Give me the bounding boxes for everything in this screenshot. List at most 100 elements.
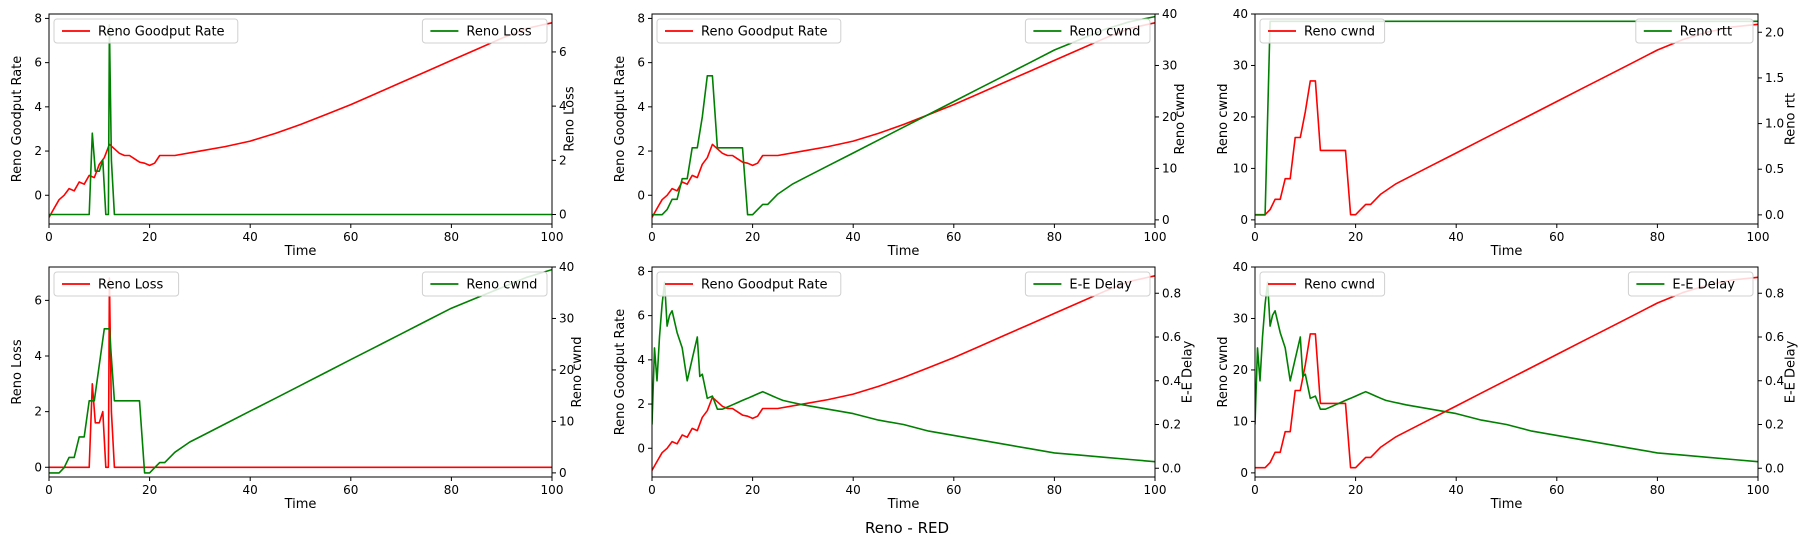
x-tick-label: 100 — [1144, 230, 1167, 244]
x-tick-label: 40 — [1449, 483, 1464, 497]
left-y-tick-label: 2 — [34, 405, 42, 419]
left-y-tick-label: 6 — [637, 309, 645, 323]
x-tick-label: 40 — [846, 483, 861, 497]
left-y-tick-label: 8 — [34, 11, 42, 25]
left-y-tick-label: 6 — [34, 56, 42, 70]
series-line-right — [49, 268, 552, 474]
right-y-tick-label: 4 — [559, 99, 567, 113]
x-tick-label: 60 — [946, 483, 961, 497]
left-y-tick-label: 2 — [637, 144, 645, 158]
x-tick-label: 100 — [541, 230, 564, 244]
x-tick-label: 0 — [1251, 230, 1259, 244]
right-y-tick-label: 2 — [559, 153, 567, 167]
legend-label: Reno cwnd — [1069, 25, 1140, 40]
legend-label: E-E Delay — [1672, 278, 1735, 293]
axes-frame — [48, 266, 553, 478]
left-y-tick-label: 0 — [1240, 213, 1248, 227]
left-y-tick-label: 30 — [1233, 58, 1248, 72]
legend-box — [1635, 18, 1754, 44]
legend-left: Reno cwnd — [1259, 18, 1386, 44]
legend-label: Reno Goodput Rate — [98, 25, 225, 40]
legend-label: Reno Goodput Rate — [701, 278, 828, 293]
x-axis-label: Time — [1490, 497, 1523, 512]
x-tick-label: 100 — [1144, 483, 1167, 497]
left-y-tick-label: 0 — [34, 460, 42, 474]
axes-frame — [1254, 13, 1759, 225]
left-y-tick-label: 0 — [1240, 466, 1248, 480]
legend-label: Reno Goodput Rate — [701, 25, 828, 40]
legend-label: Reno cwnd — [466, 278, 537, 293]
legend-right: Reno cwnd — [1024, 18, 1151, 44]
subplot-3: 0 20 40 60 80 100 Time 0 10 20 30 40 Reno cwnd 0.0 0.5… — [1216, 7, 1799, 259]
right-y-tick-label: 0.0 — [1765, 208, 1784, 222]
legend-box — [1259, 271, 1386, 297]
series-line-left — [49, 277, 552, 469]
right-y-axis-label: E-E Delay — [1784, 340, 1799, 403]
subplot-1: 0 20 40 60 80 100 Time 0 2 4 6 8 Reno Goodput Rate 0 2… — [10, 11, 578, 259]
left-y-tick-label: 0 — [637, 188, 645, 202]
right-y-tick-label: 0.8 — [1765, 286, 1784, 300]
left-y-tick-label: 4 — [34, 349, 42, 363]
right-y-tick-label: 20 — [559, 363, 574, 377]
left-y-tick-label: 0 — [637, 441, 645, 455]
x-tick-label: 0 — [45, 230, 53, 244]
x-axis-label: Time — [284, 497, 317, 512]
x-tick-label: 40 — [846, 230, 861, 244]
right-y-tick-label: 0.4 — [1765, 374, 1784, 388]
subplot-4: 0 20 40 60 80 100 Time 0 2 4 6 Reno Loss 0 10 20 30 40 Re… — [10, 260, 585, 512]
left-y-axis-label: Reno cwnd — [1216, 83, 1231, 154]
left-y-tick-label: 0 — [34, 188, 42, 202]
x-tick-label: 80 — [1047, 230, 1062, 244]
x-axis-label: Time — [887, 497, 920, 512]
series-line-left — [1255, 276, 1758, 469]
left-y-axis-label: Reno Goodput Rate — [10, 56, 25, 183]
left-y-tick-label: 40 — [1233, 7, 1248, 21]
x-tick-label: 20 — [142, 230, 157, 244]
right-y-tick-label: 30 — [1162, 58, 1177, 72]
x-tick-label: 20 — [745, 230, 760, 244]
left-y-tick-label: 20 — [1233, 363, 1248, 377]
left-y-tick-label: 2 — [34, 144, 42, 158]
x-tick-label: 40 — [243, 483, 258, 497]
right-y-tick-label: 0.2 — [1162, 418, 1181, 432]
x-tick-label: 60 — [1549, 483, 1564, 497]
left-y-tick-label: 4 — [34, 100, 42, 114]
left-y-tick-label: 2 — [637, 397, 645, 411]
axes-frame — [651, 13, 1156, 225]
series-line-right — [652, 15, 1155, 216]
x-axis-label: Time — [887, 244, 920, 259]
legend-left: Reno Goodput Rate — [656, 18, 842, 44]
x-tick-label: 80 — [444, 483, 459, 497]
x-tick-label: 100 — [1747, 230, 1770, 244]
x-tick-label: 20 — [142, 483, 157, 497]
x-tick-label: 20 — [1348, 230, 1363, 244]
legend-right: Reno cwnd — [421, 271, 548, 297]
legend-label: Reno cwnd — [1304, 278, 1375, 293]
x-axis-label: Time — [284, 244, 317, 259]
x-tick-label: 0 — [648, 230, 656, 244]
x-tick-label: 60 — [343, 483, 358, 497]
right-y-tick-label: 0.4 — [1162, 374, 1181, 388]
right-y-tick-label: 40 — [1162, 7, 1177, 21]
right-y-tick-label: 0 — [559, 466, 567, 480]
x-tick-label: 80 — [1047, 483, 1062, 497]
legend-label: Reno rtt — [1680, 25, 1732, 40]
right-y-tick-label: 10 — [559, 414, 574, 428]
left-y-axis-label: Reno Goodput Rate — [613, 309, 628, 436]
legend-right: Reno rtt — [1635, 18, 1754, 44]
x-tick-label: 0 — [45, 483, 53, 497]
left-y-axis-label: Reno Goodput Rate — [613, 56, 628, 183]
legend-left: Reno Loss — [53, 271, 180, 297]
right-y-axis-label: Reno Loss — [563, 86, 578, 152]
x-tick-label: 100 — [1747, 483, 1770, 497]
legend-right: E-E Delay — [1627, 271, 1754, 297]
right-y-tick-label: 0.2 — [1765, 418, 1784, 432]
x-tick-label: 100 — [541, 483, 564, 497]
right-y-tick-label: 10 — [1162, 161, 1177, 175]
legend-box — [1024, 18, 1151, 44]
subplot-2: 0 20 40 60 80 100 Time 0 2 4 6 8 Reno Goodput Rate 0 1… — [613, 7, 1188, 259]
right-y-tick-label: 0.6 — [1162, 330, 1181, 344]
right-y-tick-label: 0.0 — [1765, 461, 1784, 475]
right-y-axis-label: Reno rtt — [1784, 93, 1799, 145]
